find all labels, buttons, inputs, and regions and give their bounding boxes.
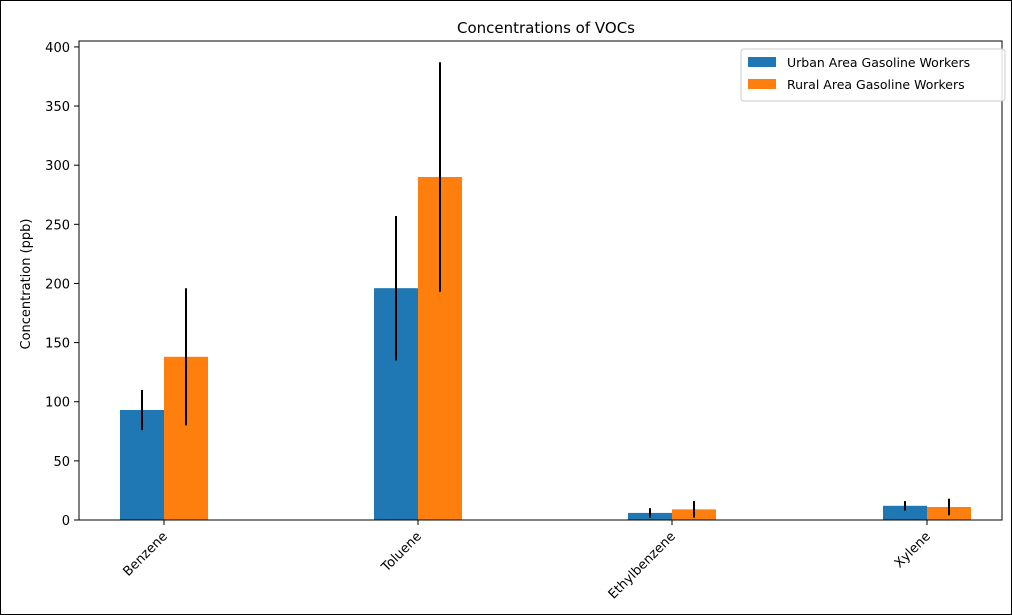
x-tick-label-toluene: Toluene [378, 529, 425, 576]
legend-swatch-0 [748, 57, 776, 67]
legend-label-1: Rural Area Gasoline Workers [787, 77, 965, 92]
y-tick-label: 200 [45, 277, 70, 292]
x-tick-label-xylene: Xylene [892, 529, 934, 571]
y-tick-label: 100 [45, 396, 70, 411]
y-tick-label: 400 [45, 41, 70, 56]
legend-box [740, 48, 1006, 102]
y-tick-label: 150 [45, 337, 70, 352]
y-tick-label: 350 [45, 100, 70, 115]
legend-label-0: Urban Area Gasoline Workers [787, 55, 970, 70]
legend-swatch-1 [748, 79, 776, 89]
y-axis-label: Concentration (ppb) [19, 219, 34, 350]
y-tick-label: 50 [53, 455, 70, 470]
plot-area-frame [78, 40, 1003, 521]
x-axis: Benzene Toluene Ethylbenzene Xylene [120, 520, 934, 602]
chart-title: Concentrations of VOCs [457, 19, 635, 37]
y-tick-label: 0 [62, 514, 70, 529]
y-tick-label: 250 [45, 218, 70, 233]
x-tick-label-benzene: Benzene [120, 529, 170, 579]
y-axis: 0 50 100 150 200 250 300 350 400 [45, 41, 79, 529]
error-bars [141, 62, 950, 518]
bars [120, 177, 971, 521]
bar-urban-xylene [883, 505, 927, 520]
legend: Urban Area Gasoline Workers Rural Area Ga… [740, 48, 1006, 102]
x-tick-label-ethylbenzene: Ethylbenzene [606, 529, 679, 602]
y-tick-label: 300 [45, 159, 70, 174]
